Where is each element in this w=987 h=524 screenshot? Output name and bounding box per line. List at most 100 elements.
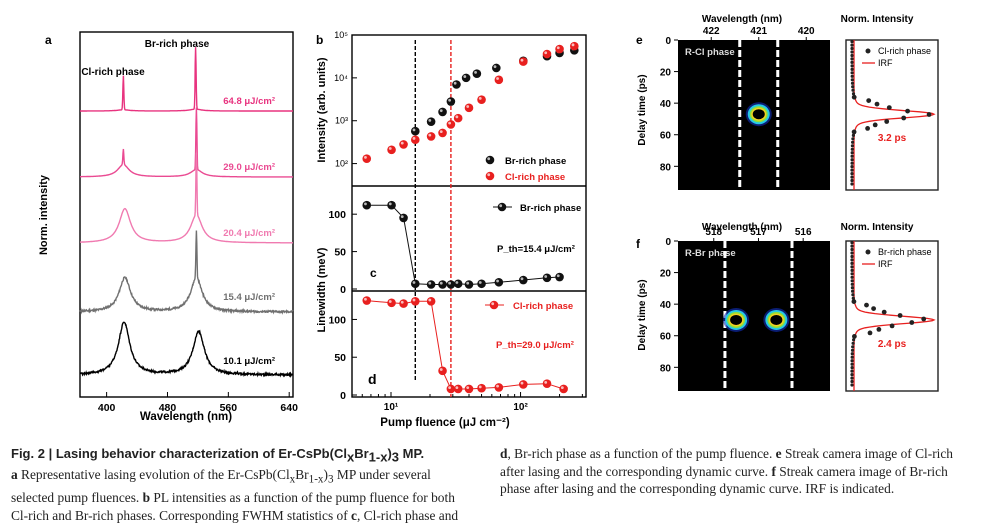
- line-point-highlight: [448, 281, 452, 285]
- spot-core: [752, 109, 765, 120]
- spectrum-line: [80, 152, 293, 244]
- line-point: [559, 384, 568, 394]
- scatter-point-highlight: [448, 121, 452, 125]
- line-point: [446, 280, 456, 289]
- line-point: [438, 280, 447, 289]
- dynamic-point: [850, 254, 854, 259]
- dynamic-point: [850, 383, 854, 387]
- line-point: [542, 379, 552, 388]
- dynamic-point: [850, 359, 854, 363]
- y-tick-label-c: 100: [328, 209, 346, 221]
- streak-label-f: R-Br phase: [685, 248, 736, 259]
- line-point: [387, 298, 396, 308]
- x-tick-label-streak: 421: [750, 26, 767, 37]
- dynamic-point: [850, 53, 854, 58]
- panel-label-b: b: [316, 33, 323, 47]
- dynamic-point: [850, 279, 854, 283]
- dynamic-point: [851, 85, 855, 89]
- x-tick-label-a: 640: [280, 402, 298, 414]
- y-tick-label-streak: 40: [660, 300, 672, 311]
- line-point-highlight: [364, 202, 367, 206]
- line-point-highlight: [439, 281, 443, 285]
- y-tick-label-b: 10⁴: [334, 73, 348, 83]
- dynamic-point: [850, 376, 854, 380]
- panel-d-xlabel: Pump fluence (μJ cm⁻²): [380, 417, 510, 429]
- dynamic-point: [901, 115, 907, 121]
- annotation-br-rich: Br-rich phase: [145, 39, 210, 50]
- scatter-point-highlight: [448, 98, 452, 102]
- dynamic-point: [850, 286, 855, 290]
- line-point: [453, 384, 463, 394]
- dynamic-point: [876, 327, 882, 332]
- dynamic-point: [850, 258, 854, 262]
- y-tick-label-streak: 20: [660, 68, 672, 79]
- pth-annotation-c: P_th=15.4 μJ/cm²: [497, 244, 575, 255]
- caption-title: Fig. 2 | Lasing behavior characterizatio…: [11, 446, 425, 465]
- scatter-point-highlight: [412, 128, 416, 132]
- legend-label: Br-rich phase: [505, 156, 566, 167]
- scatter-point: [542, 49, 552, 59]
- line-point: [519, 275, 528, 285]
- dynamic-point: [850, 64, 854, 68]
- curve-frame-f: [845, 240, 939, 392]
- legend-marker-c-highlight: [499, 204, 503, 208]
- panel-label-d: d: [368, 371, 377, 387]
- spectrum-line: [79, 230, 294, 315]
- dynamic-point: [871, 306, 876, 311]
- x-tick-label-streak: 420: [798, 26, 815, 37]
- scatter-point: [446, 120, 456, 129]
- panel-f-ylabel: Delay time (ps): [637, 279, 648, 350]
- scatter-point: [452, 80, 461, 89]
- legend-label-phase: Br-rich phase: [878, 247, 932, 257]
- panel-a-frame: [79, 31, 294, 398]
- scatter-point: [426, 117, 436, 126]
- line-point-highlight: [388, 202, 392, 206]
- caption-line-2: selected pump fluences. b PL intensities…: [11, 490, 455, 506]
- dynamic-point: [867, 330, 873, 336]
- decay-time-label: 2.4 ps: [878, 339, 907, 350]
- y-tick-label-streak: 60: [660, 131, 672, 142]
- dynamic-point: [850, 175, 854, 179]
- line-point-highlight: [478, 281, 482, 284]
- dynamic-point: [850, 275, 854, 279]
- y-tick-label-b: 10³: [335, 116, 348, 126]
- x-tick-label-a: 400: [98, 402, 116, 414]
- line-point-highlight: [428, 298, 432, 302]
- dynamic-point: [850, 78, 854, 82]
- y-tick-label-b: 10²: [335, 159, 348, 169]
- dynamic-point: [850, 168, 854, 172]
- spectrum-line: [80, 47, 293, 112]
- dynamic-point: [864, 302, 869, 308]
- line-point: [453, 279, 463, 289]
- dynamic-point: [850, 282, 854, 286]
- dynamic-point: [850, 251, 854, 255]
- line-point: [494, 383, 504, 392]
- scatter-point: [446, 97, 456, 106]
- spectrum-line: [80, 107, 293, 178]
- y-tick-label-b: 10⁵: [334, 30, 348, 40]
- scatter-point: [555, 44, 564, 54]
- x-tick-label-a: 480: [159, 402, 177, 414]
- line-point-highlight: [412, 298, 416, 302]
- line-point: [542, 273, 552, 283]
- scatter-point-highlight: [400, 141, 404, 145]
- dynamic-point: [909, 320, 915, 325]
- line-point: [362, 200, 372, 210]
- line-point-highlight: [478, 385, 482, 389]
- scatter-point-highlight: [455, 115, 459, 119]
- scatter-point-highlight: [428, 133, 432, 137]
- line-point-highlight: [560, 386, 564, 390]
- line-point-highlight: [455, 386, 459, 390]
- line-point: [494, 277, 504, 287]
- dynamic-point: [850, 244, 854, 248]
- y-tick-label-streak: 0: [665, 237, 671, 248]
- line-point-highlight: [412, 281, 416, 284]
- line-point: [464, 384, 474, 394]
- dynamic-point: [850, 369, 854, 373]
- y-tick-label-c: 0: [340, 284, 346, 296]
- dynamic-point: [851, 140, 855, 144]
- scatter-point-highlight: [412, 137, 416, 140]
- dynamic-point: [850, 373, 854, 377]
- legend-marker-highlight: [487, 157, 491, 161]
- line-point-highlight: [496, 279, 499, 283]
